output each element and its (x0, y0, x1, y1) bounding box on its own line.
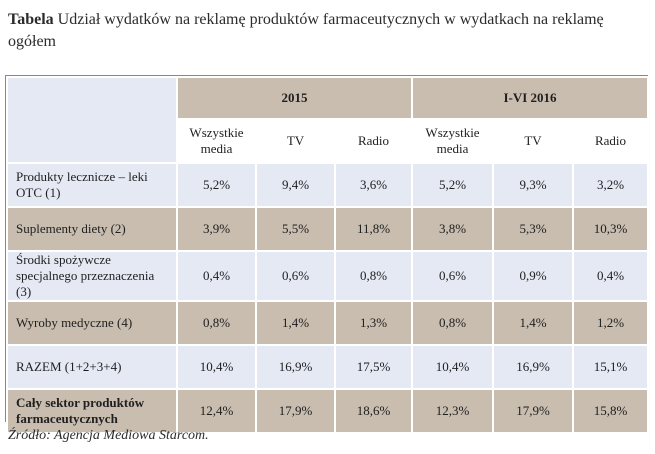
year-header-2015: 2015 (176, 76, 413, 120)
subheader-cell: Radio (334, 118, 413, 164)
table-title-text: Udział wydatków na reklamę produktów far… (8, 11, 604, 50)
row-label: Wyroby medyczne (4) (6, 300, 178, 346)
value-cell: 15,8% (572, 388, 649, 434)
table-row: Produkty lecznicze – leki OTC (1) 5,2% 9… (6, 162, 649, 208)
value-cell: 1,4% (492, 300, 574, 346)
value-cell: 11,8% (334, 206, 413, 252)
value-cell: 0,4% (572, 250, 649, 302)
value-cell: 15,1% (572, 344, 649, 390)
value-cell: 5,3% (492, 206, 574, 252)
value-cell: 0,6% (255, 250, 336, 302)
value-cell: 5,5% (255, 206, 336, 252)
value-cell: 17,9% (492, 388, 574, 434)
value-cell: 16,9% (492, 344, 574, 390)
subheader-cell: Wszystkie media (176, 118, 257, 164)
table-row: Środki spożywcze specjalnego przeznaczen… (6, 250, 649, 302)
value-cell: 12,4% (176, 388, 257, 434)
value-cell: 3,8% (411, 206, 494, 252)
value-cell: 3,2% (572, 162, 649, 208)
value-cell: 3,6% (334, 162, 413, 208)
subheader-row: Wszystkie media TV Radio Wszystkie media… (7, 118, 649, 164)
value-cell: 10,4% (176, 344, 257, 390)
subheader-cell: TV (492, 118, 574, 164)
table-title: Tabela Udział wydatków na reklamę produk… (8, 9, 648, 53)
value-cell: 12,3% (411, 388, 494, 434)
row-label: Suplementy diety (2) (6, 206, 178, 252)
value-cell: 9,4% (255, 162, 336, 208)
row-label: Środki spożywcze specjalnego przeznaczen… (6, 250, 178, 302)
year-header-2016: I-VI 2016 (411, 76, 649, 120)
value-cell: 0,4% (176, 250, 257, 302)
value-cell: 0,8% (176, 300, 257, 346)
source-note: Źródło: Agencja Mediowa Starcom. (8, 428, 209, 443)
value-cell: 0,8% (334, 250, 413, 302)
row-label: Cały sektor produktów farmaceutycznych (6, 388, 178, 434)
value-cell: 18,6% (334, 388, 413, 434)
table-row: Suplementy diety (2) 3,9% 5,5% 11,8% 3,8… (6, 206, 649, 252)
value-cell: 10,4% (411, 344, 494, 390)
data-table: 2015 I-VI 2016 Wszystkie media TV Radio … (6, 76, 649, 434)
subheader-cell: TV (255, 118, 336, 164)
row-label: RAZEM (1+2+3+4) (6, 344, 178, 390)
value-cell: 17,5% (334, 344, 413, 390)
table-row: Wyroby medyczne (4) 0,8% 1,4% 1,3% 0,8% … (6, 300, 649, 346)
subheader-cell: Wszystkie media (411, 118, 494, 164)
subheader-cell: Radio (572, 118, 649, 164)
value-cell: 1,4% (255, 300, 336, 346)
table-row: RAZEM (1+2+3+4) 10,4% 16,9% 17,5% 10,4% … (6, 344, 649, 390)
corner-cell (6, 76, 178, 164)
value-cell: 0,6% (411, 250, 494, 302)
value-cell: 0,8% (411, 300, 494, 346)
value-cell: 1,3% (334, 300, 413, 346)
year-header-row: 2015 I-VI 2016 (6, 76, 649, 164)
value-cell: 17,9% (255, 388, 336, 434)
value-cell: 0,9% (492, 250, 574, 302)
value-cell: 3,9% (176, 206, 257, 252)
table-row-total: Cały sektor produktów farmaceutycznych 1… (6, 388, 649, 434)
value-cell: 5,2% (176, 162, 257, 208)
row-label: Produkty lecznicze – leki OTC (1) (6, 162, 178, 208)
value-cell: 9,3% (492, 162, 574, 208)
value-cell: 10,3% (572, 206, 649, 252)
value-cell: 5,2% (411, 162, 494, 208)
value-cell: 1,2% (572, 300, 649, 346)
data-table-frame: 2015 I-VI 2016 Wszystkie media TV Radio … (5, 75, 649, 434)
table-title-lead: Tabela (8, 11, 54, 28)
value-cell: 16,9% (255, 344, 336, 390)
